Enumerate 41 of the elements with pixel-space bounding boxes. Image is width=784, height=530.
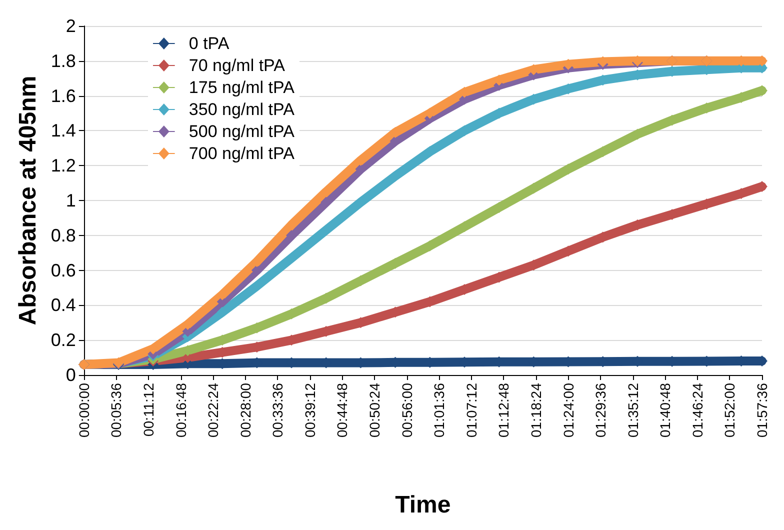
x-tick-label: 00:16:48	[172, 382, 189, 438]
x-tick-label: 01:52:00	[722, 382, 738, 438]
x-tick-label: 00:11:12	[140, 382, 156, 436]
x-tick-label: 01:24:00	[560, 382, 576, 438]
y-tick-label: 0	[66, 365, 76, 385]
x-tick-label: 00:56:00	[398, 382, 415, 438]
x-tick-label: 01:07:12	[463, 382, 480, 438]
legend-label: 500 ng/ml tPA	[188, 122, 296, 141]
y-tick-label: 0.4	[50, 295, 76, 316]
y-tick-label: 1.4	[50, 120, 76, 141]
y-tick-label: 0.2	[50, 330, 76, 350]
x-tick-label: 00:28:00	[237, 382, 254, 438]
legend-label: 70 ng/ml tPA	[188, 56, 286, 75]
x-tick-label: 01:46:24	[689, 382, 706, 438]
y-tick-label: 0.6	[50, 260, 76, 280]
x-axis-title: Time	[395, 492, 451, 518]
x-tick-label: 01:35:12	[624, 382, 641, 438]
x-tick-label: 00:00:00	[76, 382, 92, 438]
x-tick-label: 01:18:24	[528, 382, 544, 438]
legend-label: 700 ng/ml tPA	[188, 144, 296, 163]
y-tick-label: 1.2	[50, 156, 76, 176]
y-axis-title: Absorbance at 405nm	[14, 76, 42, 326]
x-tick-label: 00:50:24	[366, 382, 383, 438]
legend-label: 0 tPA	[188, 34, 230, 53]
y-tick-label: 0.8	[50, 225, 76, 246]
x-tick-label: 00:05:36	[108, 382, 124, 438]
y-tick-label: 1.6	[50, 86, 76, 106]
legend-label: 350 ng/ml tPA	[188, 100, 296, 119]
x-tick-label: 01:40:48	[657, 382, 674, 438]
y-tick-label: 1.8	[50, 50, 76, 71]
y-tick-label: 1	[66, 190, 76, 210]
legend-label: 175 ng/ml tPA	[188, 78, 296, 97]
x-tick-label: 00:39:12	[302, 382, 318, 438]
x-tick-label: 01:12:48	[496, 382, 512, 438]
x-tick-label: 00:33:36	[270, 382, 286, 438]
x-tick-label: 01:29:36	[592, 382, 609, 438]
x-tick-label: 00:44:48	[334, 382, 350, 438]
y-tick-label: 2	[66, 16, 76, 36]
x-tick-label: 01:01:36	[431, 382, 448, 438]
x-tick-label: 01:57:36	[754, 382, 770, 438]
x-tick-label: 00:22:24	[205, 382, 222, 438]
